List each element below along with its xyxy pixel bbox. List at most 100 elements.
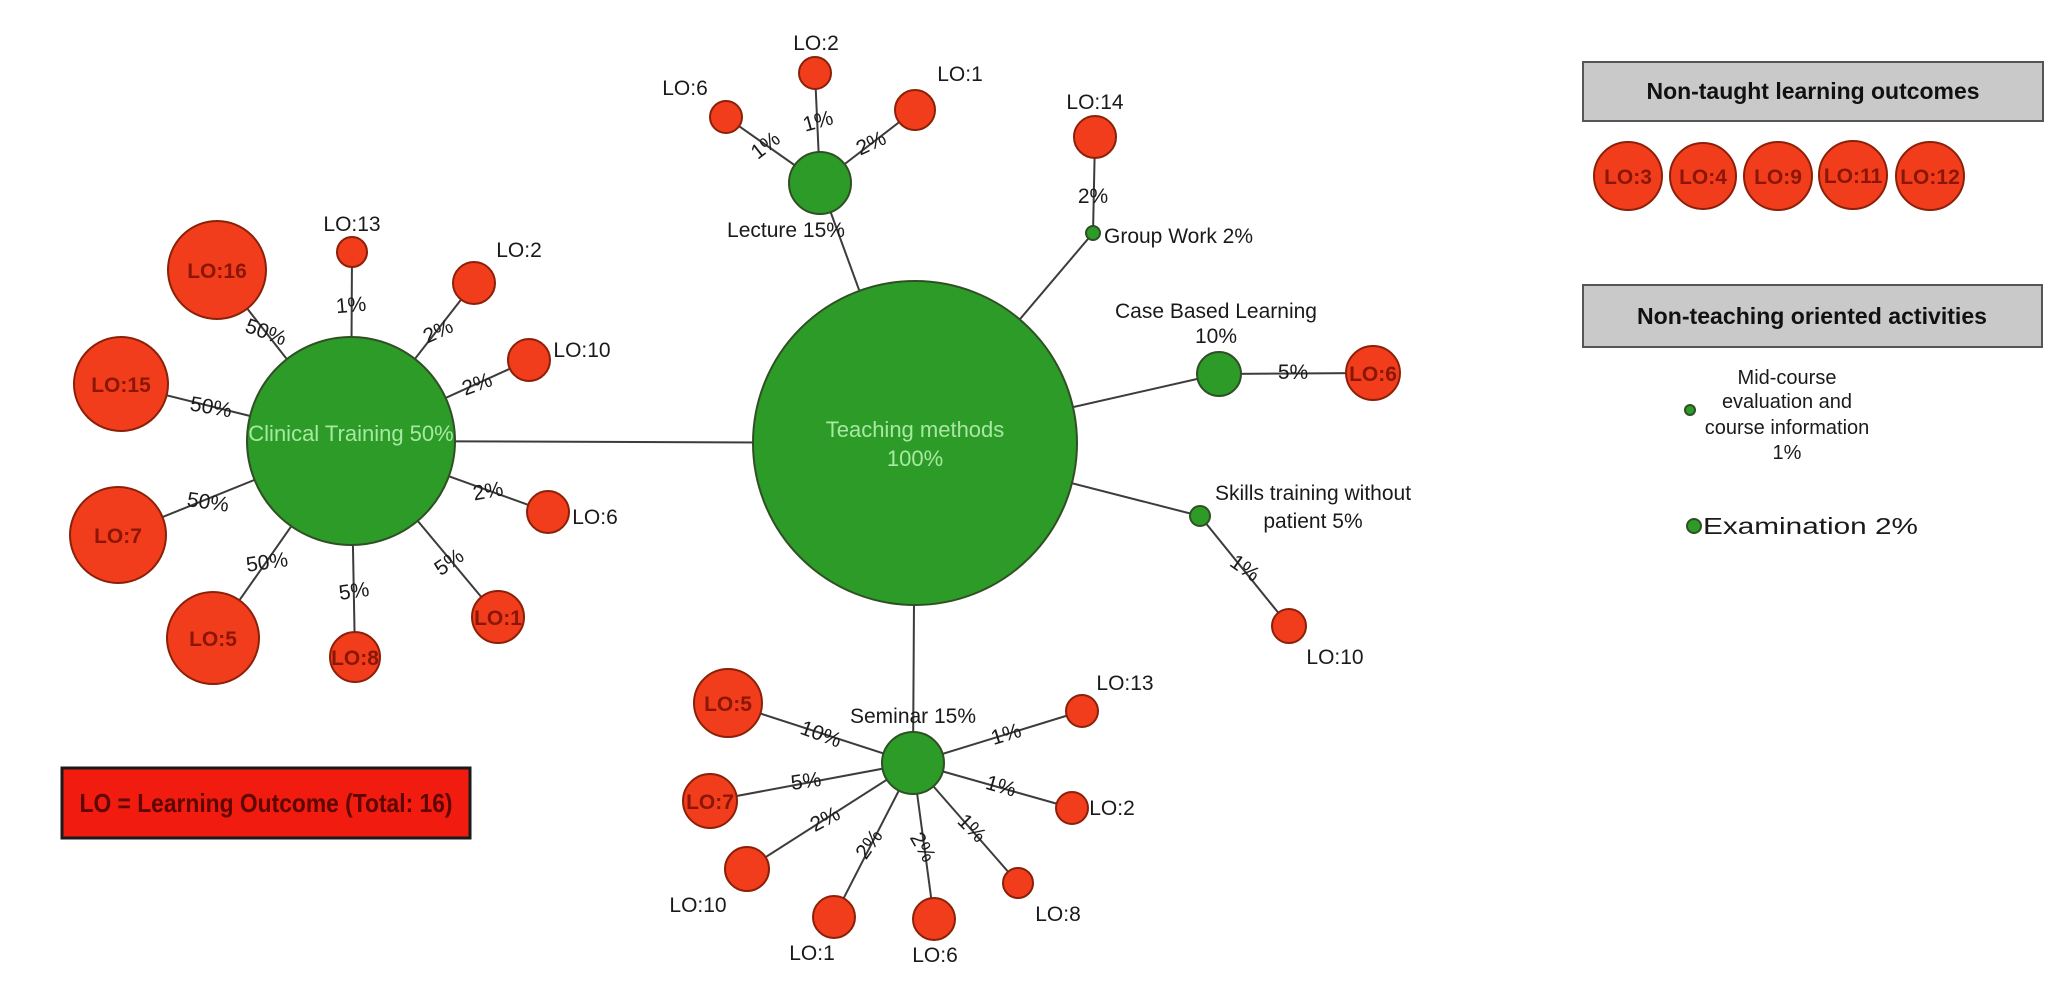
node-clinical-lo15 — [73, 336, 169, 432]
legend: LO = Learning Outcome (Total: 16) — [60, 766, 472, 840]
seminar-lo5-label: LO:5 — [704, 693, 752, 716]
node-clinical-lo2 — [452, 261, 496, 305]
node-seminar-lo13 — [1065, 694, 1099, 728]
node-nontaught-lo3 — [1593, 141, 1663, 211]
node-clinical-lo5 — [166, 591, 260, 685]
edge-seminar-lo10 — [746, 762, 914, 870]
node-clinical-lo13 — [336, 236, 368, 268]
learning-outcome-nodes — [69, 56, 1965, 941]
non-teaching-panel: Non-teaching oriented activities Mid-cou… — [1582, 284, 2043, 539]
node-clinical-lo6 — [526, 490, 570, 534]
node-skills-training — [1189, 505, 1211, 527]
clinical-lo8-weight: 5% — [337, 578, 370, 605]
examination-label: Examination 2% — [1703, 513, 1918, 539]
skills-lo10-label: LO:10 — [1306, 646, 1363, 669]
clinical-lo5-weight: 50% — [245, 548, 290, 577]
case-based-label-line2: 10% — [1195, 325, 1237, 348]
clinical-lo15-weight: 50% — [188, 393, 233, 423]
node-skills-lo10 — [1271, 608, 1307, 644]
node-clinical-lo8 — [329, 631, 381, 683]
node-clinical-lo16 — [167, 220, 267, 320]
clinical-lo16-weight: 50% — [242, 314, 289, 350]
lecture-lo6-weight: 1% — [747, 127, 785, 164]
mid-course-label-line4: 1% — [1773, 442, 1802, 464]
node-group-work — [1085, 225, 1101, 241]
mid-course-label-line3: course information — [1705, 417, 1870, 439]
groupwork-lo14-weight: 2% — [1078, 185, 1108, 208]
lecture-lo1-label: LO:1 — [937, 63, 983, 86]
lecture-lo1-weight: 2% — [853, 127, 890, 161]
node-nontaught-lo11 — [1818, 140, 1888, 210]
activity-nodes — [246, 151, 1702, 795]
clinical-lo16-label: LO:16 — [187, 260, 247, 283]
clinical-lo1-label: LO:1 — [474, 607, 522, 630]
seminar-lo10-label: LO:10 — [669, 894, 726, 917]
node-seminar-lo5 — [693, 668, 763, 738]
node-seminar-lo2 — [1055, 791, 1089, 825]
node-seminar-lo10 — [724, 846, 770, 892]
seminar-lo7-weight: 5% — [789, 768, 822, 795]
groupwork-lo14-label: LO:14 — [1066, 91, 1124, 114]
seminar-lo7-label: LO:7 — [686, 791, 734, 814]
non-taught-panel: Non-taught learning outcomes LO:3 LO:4 L… — [1582, 61, 2044, 189]
clinical-lo2-weight: 2% — [420, 315, 457, 349]
lecture-lo2-weight: 1% — [800, 106, 835, 136]
clinical-lo6-label: LO:6 — [572, 506, 618, 529]
node-mid-course-evaluation — [1684, 404, 1696, 416]
seminar-lo6-weight: 2% — [905, 828, 940, 866]
seminar-lo8-label: LO:8 — [1035, 903, 1081, 926]
clinical-lo5-label: LO:5 — [189, 628, 237, 651]
node-seminar-lo8 — [1002, 867, 1034, 899]
clinical-lo15-label: LO:15 — [91, 374, 151, 397]
lecture-lo6-label: LO:6 — [662, 77, 708, 100]
seminar-lo6-label: LO:6 — [912, 944, 958, 967]
non-teaching-header-box — [1582, 284, 2043, 348]
lecture-lo2-label: LO:2 — [793, 32, 839, 55]
seminar-lo2-label: LO:2 — [1089, 797, 1135, 820]
node-clinical-lo1 — [471, 590, 525, 644]
node-clinical-training — [246, 336, 456, 546]
casebased-lo6-weight: 5% — [1278, 361, 1308, 384]
seminar-lo5-weight: 10% — [797, 716, 844, 752]
nontaught-lo9-label: LO:9 — [1754, 166, 1802, 189]
mid-course-label-line1: Mid-course — [1738, 367, 1837, 389]
node-seminar-lo1 — [812, 895, 856, 939]
clinical-training-label: Clinical Training 50% — [248, 421, 453, 446]
clinical-lo6-weight: 2% — [471, 478, 505, 506]
node-seminar — [881, 731, 945, 795]
case-based-label-line1: Case Based Learning — [1115, 300, 1317, 323]
clinical-lo7-label: LO:7 — [94, 525, 142, 548]
node-teaching-methods — [752, 280, 1078, 606]
seminar-lo1-weight: 2% — [851, 825, 887, 863]
node-nontaught-lo9 — [1743, 141, 1813, 211]
clinical-lo13-weight: 1% — [335, 293, 367, 319]
teaching-methods-label-line2: 100% — [887, 446, 943, 471]
node-seminar-lo7 — [682, 773, 738, 829]
clinical-lo7-weight: 50% — [186, 488, 231, 517]
non-teaching-header: Non-teaching oriented activities — [1637, 303, 1987, 329]
group-work-label: Group Work 2% — [1104, 225, 1253, 248]
node-nontaught-lo4 — [1669, 142, 1737, 210]
node-seminar-lo6 — [912, 897, 956, 941]
casebased-lo6-label: LO:6 — [1349, 363, 1397, 386]
nontaught-lo4-label: LO:4 — [1679, 166, 1727, 189]
node-lecture — [788, 151, 852, 215]
clinical-lo13-label: LO:13 — [323, 213, 380, 236]
legend-box — [60, 766, 472, 840]
node-nontaught-lo12 — [1895, 141, 1965, 211]
seminar-lo1-label: LO:1 — [789, 942, 835, 965]
seminar-lo13-weight: 1% — [988, 719, 1024, 750]
node-examination — [1686, 518, 1702, 534]
non-taught-header-box — [1582, 61, 2044, 122]
node-clinical-lo10 — [507, 338, 551, 382]
skills-label-line2: patient 5% — [1263, 510, 1362, 533]
node-groupwork-lo14 — [1073, 115, 1117, 159]
seminar-lo2-weight: 1% — [983, 771, 1019, 801]
node-casebased-lo6 — [1345, 345, 1401, 401]
nontaught-lo12-label: LO:12 — [1900, 166, 1960, 189]
clinical-lo10-weight: 2% — [459, 368, 495, 400]
nontaught-lo11-label: LO:11 — [1824, 165, 1883, 188]
seminar-lo13-label: LO:13 — [1096, 672, 1153, 695]
seminar-lo10-weight: 2% — [806, 802, 844, 837]
